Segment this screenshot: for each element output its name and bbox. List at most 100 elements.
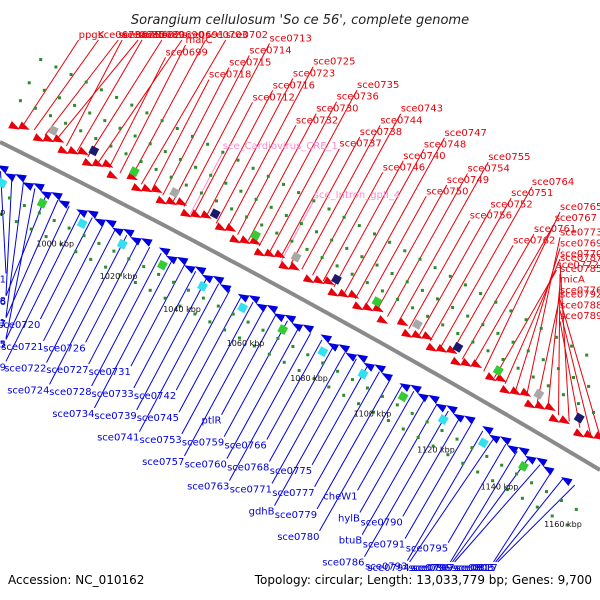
leader-line: [314, 371, 380, 488]
kbp-tick-label: 1160 kbp: [544, 520, 582, 529]
leader-line: [23, 39, 80, 125]
track-tick: [373, 232, 376, 236]
forward-gene-arrow: [77, 146, 89, 156]
track-tick: [169, 175, 173, 179]
track-tick: [420, 288, 424, 292]
reverse-gene-label: gdhB: [249, 507, 275, 518]
track-tick: [455, 437, 459, 441]
leader-line: [258, 101, 338, 247]
track-tick: [127, 257, 131, 261]
track-tick: [142, 265, 146, 269]
feature-block: [156, 259, 168, 271]
track-tick: [82, 234, 86, 238]
reverse-gene-arrow: [158, 247, 171, 257]
reverse-gene-arrow: [374, 364, 386, 374]
track-tick: [148, 288, 152, 292]
feature-block: [48, 125, 59, 136]
leader-line: [5, 205, 70, 340]
reverse-gene-arrow: [184, 265, 196, 274]
leader-line: [269, 89, 358, 253]
feature-block: [197, 280, 208, 292]
forward-gene-label: marC: [186, 35, 213, 46]
track-tick: [269, 205, 273, 209]
forward-gene-arrow: [81, 157, 94, 167]
reverse-gene-arrow: [291, 323, 304, 332]
track-tick: [345, 246, 349, 250]
feature-block: [477, 437, 489, 449]
leader-line: [76, 39, 143, 152]
reverse-gene-arrow: [464, 415, 476, 425]
forward-gene-arrow: [352, 301, 364, 311]
reverse-gene-label: sce0742: [134, 391, 176, 402]
track-tick: [104, 265, 108, 269]
track-tick: [396, 297, 399, 301]
forward-gene-label: sce0770: [560, 249, 600, 260]
feature-block: [573, 412, 585, 424]
track-tick: [572, 376, 575, 379]
forward-gene-arrow: [175, 197, 188, 206]
forward-gene-arrow: [544, 402, 556, 412]
reverse-gene-arrow: [141, 238, 153, 247]
track-tick: [550, 514, 554, 518]
leader-line: [223, 320, 288, 437]
forward-gene-label: sce0714: [249, 46, 291, 57]
reverse-gene-label: sce0759: [182, 438, 224, 449]
leader-line: [333, 160, 404, 288]
forward-gene-arrow: [509, 386, 521, 396]
leader-line: [5, 199, 59, 319]
track-tick: [39, 58, 43, 61]
forward-gene-arrow: [91, 158, 104, 167]
leader-line: [558, 273, 561, 416]
reverse-gene-arrow: [33, 183, 45, 192]
track-tick: [565, 523, 569, 527]
track-tick: [405, 280, 409, 284]
track-tick: [282, 182, 285, 186]
forward-gene-arrow: [224, 223, 237, 232]
reverse-gene-arrow: [112, 227, 124, 237]
reverse-gene-arrow: [338, 344, 351, 354]
track-tick: [178, 157, 182, 161]
forward-gene-arrow: [495, 373, 507, 383]
track-tick: [130, 103, 134, 107]
track-tick: [403, 249, 407, 253]
reverse-gene-arrow: [345, 352, 358, 362]
leader-line: [361, 404, 438, 535]
forward-gene-arrow: [278, 260, 290, 270]
forward-gene-label: ppgK: [79, 30, 105, 41]
leader-line: [5, 211, 82, 362]
kbp-tick-label: 1060 kbp: [227, 339, 265, 348]
leader-line: [280, 200, 315, 263]
leader-line: [402, 417, 461, 517]
track-tick: [386, 419, 390, 422]
forward-gene-arrow: [313, 275, 325, 285]
track-tick: [103, 119, 107, 123]
track-tick: [37, 211, 41, 215]
track-tick: [416, 436, 420, 439]
track-tick: [73, 103, 77, 107]
reverse-gene-label: sce0707: [0, 319, 6, 330]
reverse-gene-label: sce0741: [97, 433, 139, 444]
leader-line: [221, 314, 277, 415]
reverse-gene-arrow: [40, 191, 52, 200]
forward-gene-arrow: [583, 429, 595, 439]
reverse-gene-arrow: [482, 426, 494, 435]
feature-block: [452, 341, 464, 353]
track-tick: [97, 241, 101, 245]
track-tick: [290, 239, 294, 243]
track-tick: [390, 272, 394, 275]
track-tick: [500, 463, 504, 467]
reverse-gene-arrow: [536, 457, 548, 467]
leader-line: [130, 265, 185, 367]
track-tick: [471, 340, 475, 344]
leader-line: [85, 240, 139, 343]
track-tick: [466, 314, 470, 318]
reverse-gene-label: sce0815: [453, 563, 495, 574]
forward-gene-label: sce0675: [118, 30, 160, 41]
leader-line: [215, 78, 294, 224]
reverse-gene-arrow: [176, 256, 189, 266]
forward-gene-label: sce0773: [560, 227, 600, 238]
leader-line: [43, 223, 105, 342]
reverse-gene-arrow: [201, 274, 214, 284]
track-tick: [119, 273, 122, 277]
reverse-gene-label: sce0708: [0, 296, 6, 307]
